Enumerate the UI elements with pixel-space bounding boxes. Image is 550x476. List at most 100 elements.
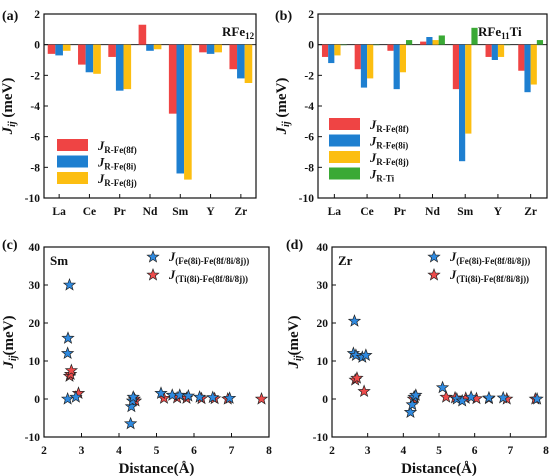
bar-Zr-3	[536, 40, 544, 45]
y-tick-label: 10	[317, 356, 329, 368]
legend-star	[427, 250, 441, 263]
y-tick-label: 40	[29, 242, 41, 254]
y-tick-label: 2	[34, 9, 40, 21]
legend-label: J(Fe(8i)-Fe(8f/8i/8j))	[449, 250, 530, 266]
y-tick-label: -10	[25, 432, 41, 444]
bar-Y-1	[206, 44, 215, 54]
x-tick-label: Y	[494, 206, 503, 218]
bar-Y-1	[491, 44, 498, 60]
y-tick-label: 40	[317, 242, 329, 254]
x-tick-label: 3	[365, 445, 371, 457]
legend-star	[146, 268, 160, 281]
chart-panel-c: (c) 2 3 4 5 6 7 8 -10 0 10 20 30 40 Sm J(Fe(8i)-Fe(8f/8…	[1, 238, 272, 476]
bar-Zr-2	[530, 44, 537, 85]
bar-Ce-2	[367, 44, 374, 79]
point-0	[206, 390, 220, 404]
x-tick-label: Ce	[83, 206, 96, 218]
chart-title: Sm	[50, 253, 68, 268]
point-0	[69, 390, 83, 403]
bar-Nd-2	[432, 40, 439, 45]
y-tick-label: 30	[29, 280, 41, 292]
legend-label: JR-Fe(8j)	[97, 172, 137, 188]
bar-Pr-1	[115, 44, 124, 91]
x-tick-label: Nd	[143, 206, 158, 218]
bar-Sm-1	[459, 44, 466, 162]
legend-star	[146, 250, 160, 263]
point-1	[357, 384, 371, 398]
bar-Sm-1	[176, 44, 185, 174]
x-tick-label: La	[328, 206, 342, 218]
chart-title: RFe11Ti	[478, 24, 522, 41]
x-tick-label: Nd	[425, 206, 440, 218]
y-axis-label: Jij (meV)	[274, 78, 292, 136]
plot-frame	[43, 246, 270, 438]
panel-label: (d)	[286, 238, 303, 253]
chart-panel-a: (a) La Ce Pr Nd Sm Y Zr -10 -8 -6 -4 -2 0 2 RFe12 JR-Fe(…	[0, 9, 257, 218]
y-tick-label: 0	[34, 394, 40, 406]
bar-Zr-0	[518, 44, 525, 71]
y-tick-label: 20	[29, 318, 41, 330]
point-0	[482, 390, 496, 404]
bar-Nd-0	[420, 41, 427, 45]
plot-frame	[331, 246, 547, 438]
legend: J(Fe(8i)-Fe(8f/8i/8j)) J(Ti(8i)-Fe(8f/8i/…	[146, 250, 249, 284]
legend-label: JR-Fe(8f)	[97, 139, 137, 155]
bar-Sm-0	[452, 44, 460, 90]
legend-swatch	[57, 155, 88, 168]
x-tick-label: 2	[41, 445, 47, 457]
point-0	[347, 314, 362, 327]
point-0	[435, 380, 450, 394]
bar-Pr-3	[405, 40, 413, 45]
point-0	[123, 416, 138, 430]
bar-Pr-0	[387, 44, 394, 51]
bar-Zr-1	[524, 44, 531, 93]
panel-label: (c)	[2, 238, 18, 253]
point-0	[530, 392, 544, 405]
legend-label: J(Fe(8i)-Fe(8f/8i/8j))	[168, 250, 249, 266]
y-tick-label: -4	[30, 101, 40, 113]
legend-label: JR-Fe(8i)	[97, 156, 136, 172]
legend-swatch	[57, 172, 88, 184]
x-tick-label: 7	[507, 445, 513, 457]
bar-Pr-1	[393, 44, 400, 90]
y-axis-label: Jij (meV)	[0, 78, 18, 136]
bar-Sm-0	[168, 44, 177, 114]
point-0	[409, 388, 423, 401]
panel-label: (b)	[275, 9, 292, 24]
bar-La-1	[55, 44, 63, 56]
legend-label: JR-Ti	[369, 168, 395, 184]
y-tick-label: -6	[304, 132, 314, 144]
y-tick-label: -8	[30, 162, 40, 174]
x-tick-label: 6	[472, 445, 478, 457]
x-tick-label: Zr	[234, 206, 247, 218]
legend-swatch	[329, 167, 360, 180]
legend-label: J(Ti(8i)-Fe(8f/8i/8j))	[168, 268, 248, 284]
bar-La-2	[334, 44, 341, 56]
plot-frame	[317, 13, 548, 199]
legend-label: J(Ti(8i)-Fe(8f/8i/8j))	[449, 268, 529, 284]
x-tick-label: Sm	[457, 206, 473, 218]
point-0	[496, 390, 510, 404]
y-tick-label: -10	[25, 193, 41, 205]
point-0	[61, 331, 75, 344]
x-tick-label: Y	[206, 206, 215, 218]
bar-La-3	[340, 44, 347, 46]
bar-Zr-2	[244, 44, 253, 83]
x-tick-label: 2	[329, 445, 335, 457]
x-tick-label: 3	[79, 445, 85, 457]
y-tick-label: 0	[308, 40, 314, 52]
bar-Y-0	[485, 44, 492, 57]
y-tick-label: -10	[313, 432, 329, 444]
legend: JR-Fe(8f)JR-Fe(8i)JR-Fe(8j)	[57, 139, 137, 188]
bar-Ce-0	[354, 44, 361, 70]
bar-Sm-2	[184, 44, 192, 180]
point-0	[60, 392, 75, 405]
bar-Ce-1	[360, 44, 368, 88]
legend-swatch	[329, 151, 360, 163]
point-0	[126, 390, 140, 403]
chart-title: Zr	[338, 253, 353, 268]
bar-La-0	[321, 44, 329, 57]
y-tick-label: -2	[30, 70, 40, 82]
x-tick-label: 5	[436, 445, 442, 457]
point-0	[455, 393, 469, 407]
